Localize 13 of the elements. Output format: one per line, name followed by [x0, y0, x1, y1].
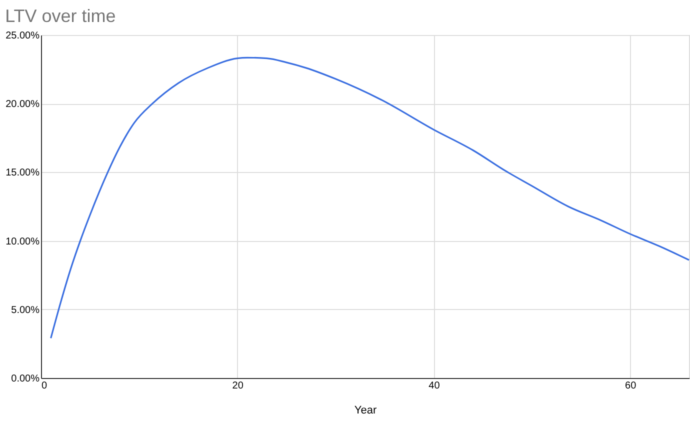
x-tick-label: 40 [428, 380, 440, 392]
line-series [50, 56, 690, 340]
y-tick-label: 10.00% [6, 236, 40, 248]
x-axis-title: Year [354, 404, 377, 416]
y-tick-label: 5.00% [11, 304, 40, 316]
y-tick-label: 0.00% [11, 374, 40, 384]
x-tick-label: 60 [625, 380, 637, 392]
x-tick-label: 0 [42, 380, 48, 392]
x-tick-label: 20 [232, 380, 244, 392]
y-tick-label: 15.00% [6, 168, 40, 179]
y-tick-label: 20.00% [6, 99, 40, 110]
chart-title: LTV over time [5, 6, 116, 26]
y-tick-label: 25.00% [6, 30, 40, 42]
